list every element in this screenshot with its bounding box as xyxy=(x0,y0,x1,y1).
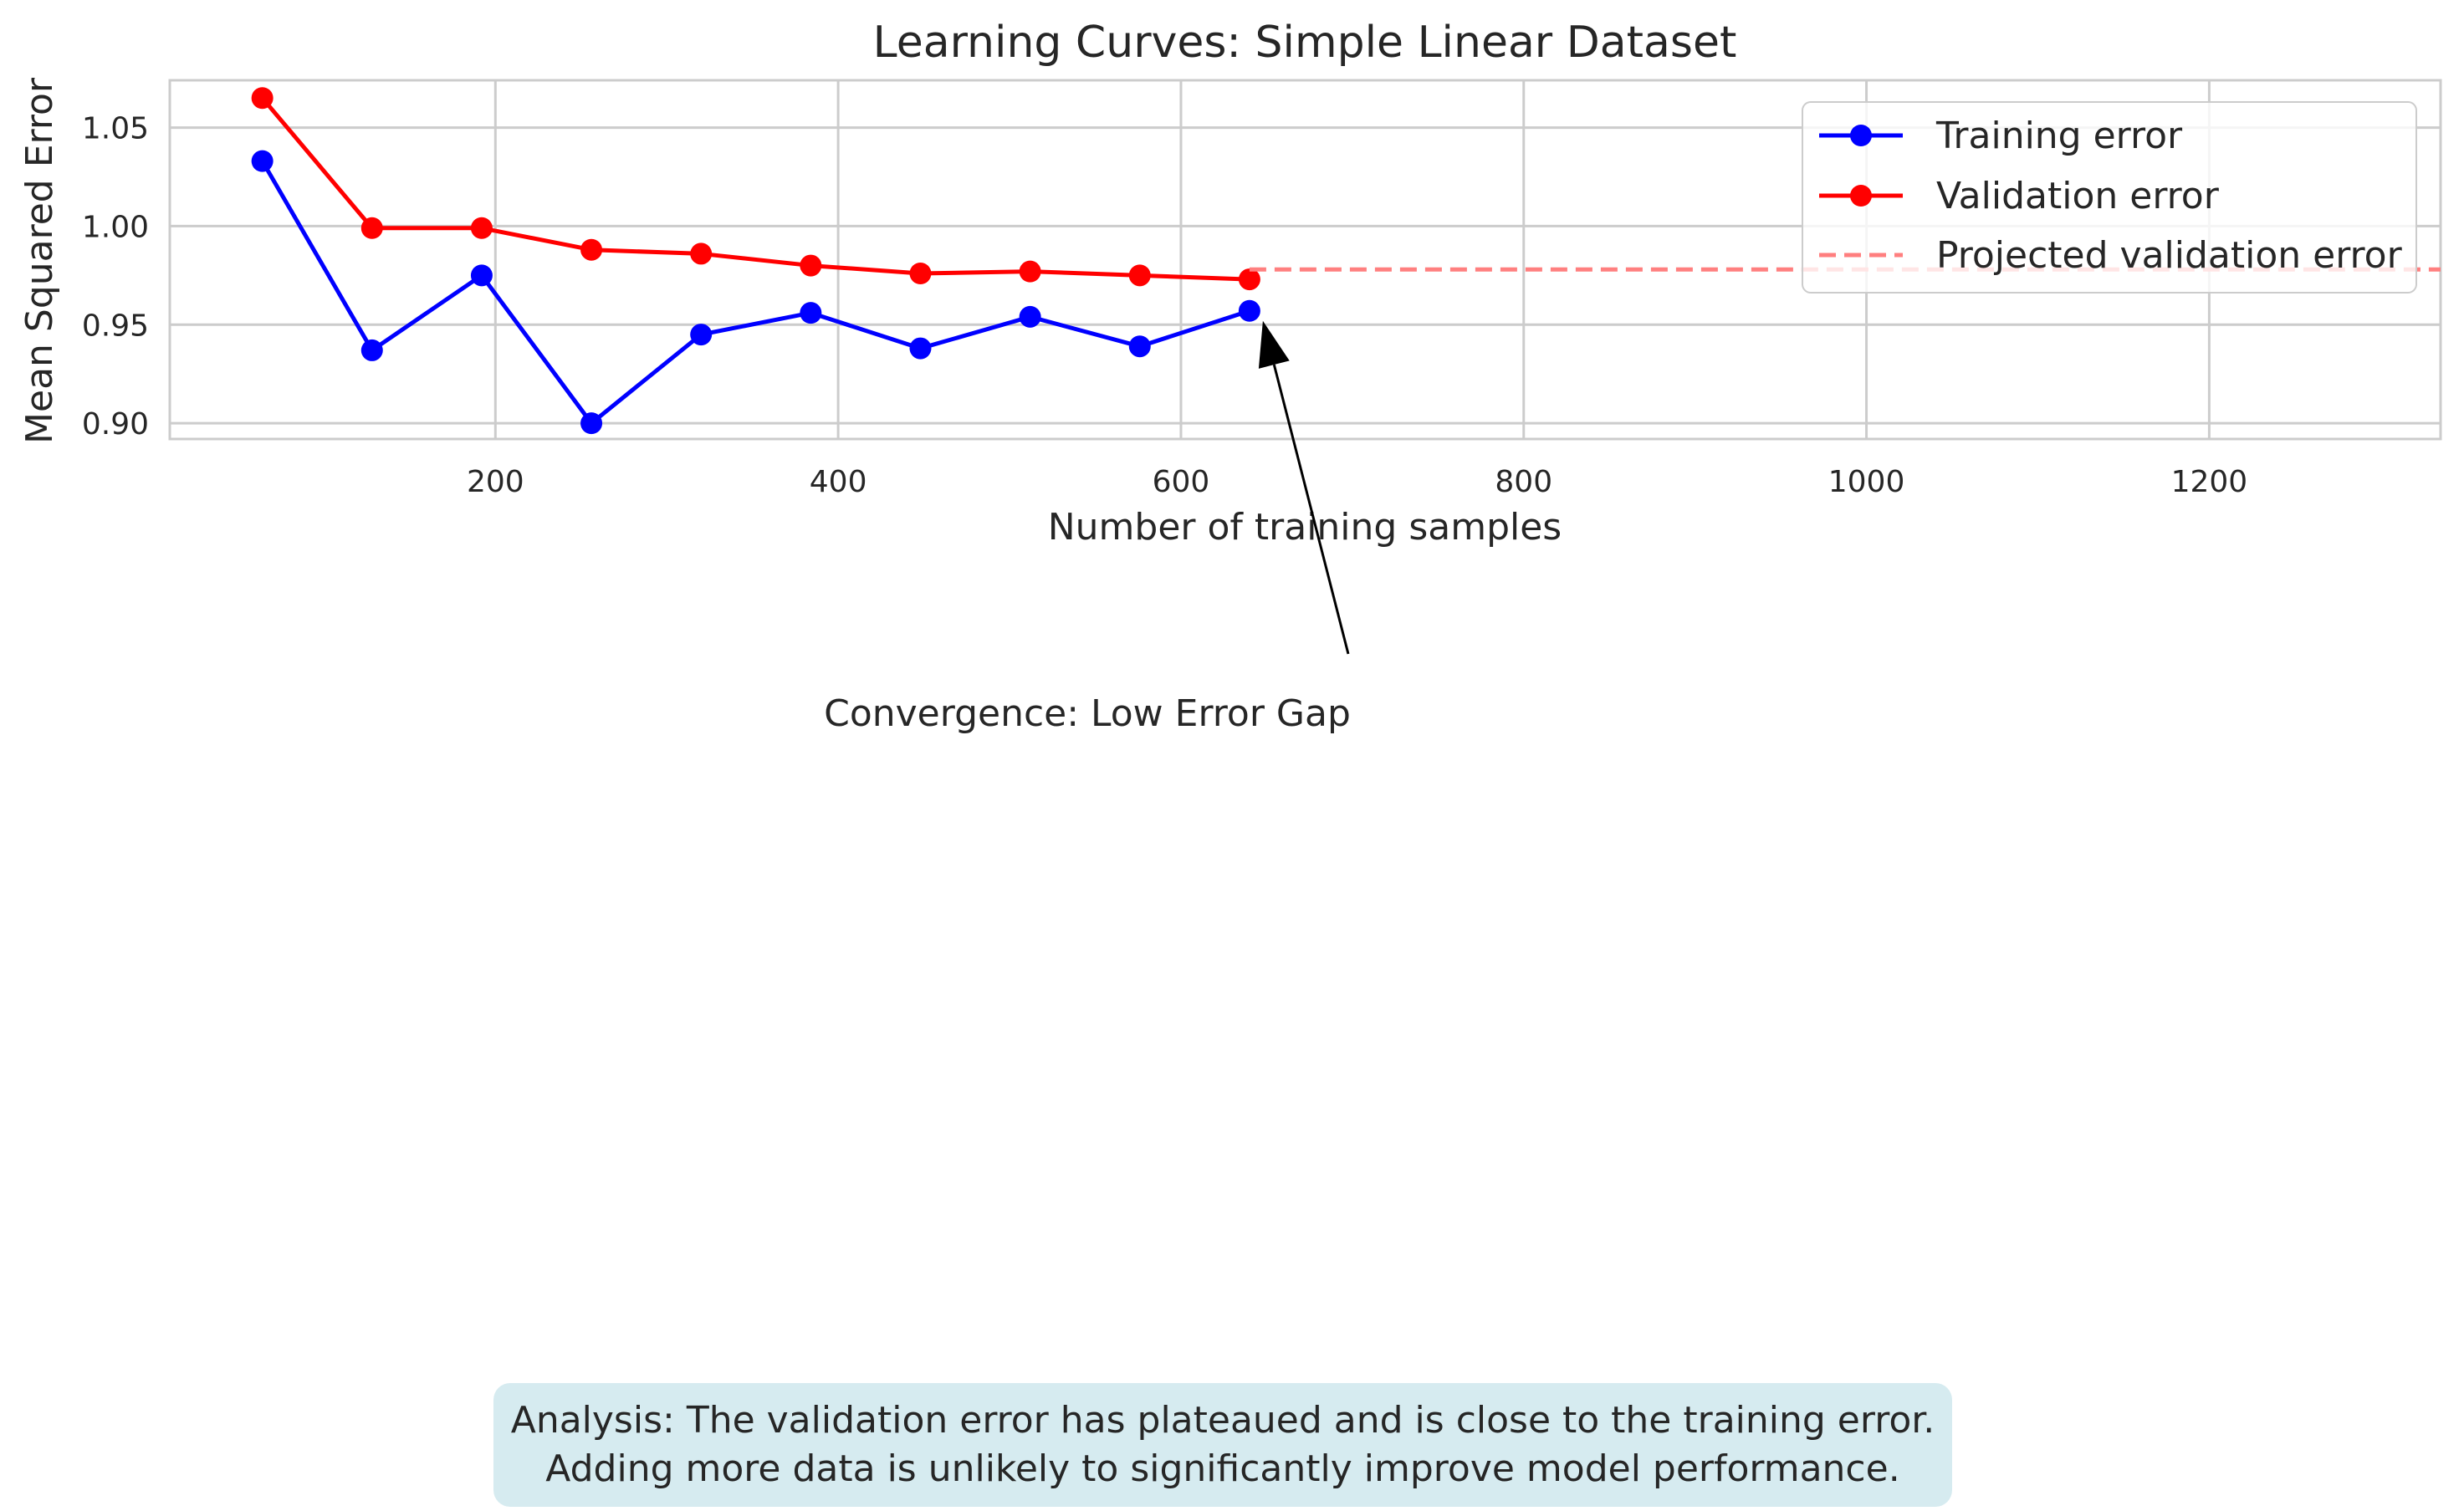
data-point xyxy=(580,238,603,261)
x-tick-label: 1000 xyxy=(1828,465,1905,499)
legend-label-validation: Validation error xyxy=(1936,175,2220,217)
plot-frame xyxy=(168,79,2442,441)
data-point xyxy=(1238,299,1260,322)
legend-label-projected: Projected validation error xyxy=(1936,234,2403,277)
data-point xyxy=(251,150,273,172)
data-point xyxy=(909,263,932,284)
data-point xyxy=(1019,260,1041,283)
y-tick-label: 0.95 xyxy=(82,309,149,343)
x-tick-labels: 200 400 600 800 1000 1200 xyxy=(467,465,2247,499)
legend: Training error Validation error Projecte… xyxy=(1802,101,2417,294)
legend-frame xyxy=(1802,101,2417,294)
x-tick-label: 400 xyxy=(810,465,867,499)
annotation-arrow-head xyxy=(1258,320,1290,369)
data-point xyxy=(1128,264,1151,287)
y-tick-label: 0.90 xyxy=(82,407,149,442)
data-point xyxy=(800,302,822,324)
data-point xyxy=(470,217,493,239)
annotation: Convergence: Low Error Gap xyxy=(824,320,1351,735)
data-point xyxy=(360,217,383,239)
annotation-text: Convergence: Low Error Gap xyxy=(824,692,1351,735)
data-point xyxy=(1238,268,1260,291)
data-point xyxy=(251,87,273,110)
x-tick-label: 200 xyxy=(467,465,524,499)
data-point xyxy=(690,242,713,265)
data-point xyxy=(470,264,493,287)
legend-label-training: Training error xyxy=(1935,115,2183,157)
data-point xyxy=(1019,305,1041,328)
x-axis-label: Number of training samples xyxy=(1048,506,1562,549)
analysis-line-2: Adding more data is unlikely to signific… xyxy=(545,1447,1900,1490)
annotation-arrow-shaft xyxy=(1272,364,1350,655)
series-layer xyxy=(251,87,2441,435)
y-tick-labels: 0.90 0.95 1.00 1.05 xyxy=(82,112,149,442)
data-point xyxy=(690,324,713,346)
chart-title: Learning Curves: Simple Linear Dataset xyxy=(873,18,1737,68)
y-axis-label: Mean Squared Error xyxy=(18,77,61,444)
y-tick-label: 1.05 xyxy=(82,112,149,146)
x-tick-label: 800 xyxy=(1495,465,1552,499)
data-point xyxy=(909,337,932,360)
y-tick-label: 1.00 xyxy=(82,210,149,244)
legend-marker-validation xyxy=(1850,185,1872,207)
series-line-0 xyxy=(260,160,1250,426)
data-point xyxy=(800,254,822,277)
data-point xyxy=(1128,335,1151,358)
x-tick-label: 600 xyxy=(1153,465,1210,499)
x-tick-label: 1200 xyxy=(2171,465,2248,499)
data-point xyxy=(580,412,603,435)
analysis-box: Analysis: The validation error has plate… xyxy=(493,1383,1952,1507)
analysis-line-1: Analysis: The validation error has plate… xyxy=(510,1399,1935,1442)
data-point xyxy=(360,339,383,361)
legend-marker-training xyxy=(1850,125,1872,146)
series-line-1 xyxy=(260,96,1250,282)
